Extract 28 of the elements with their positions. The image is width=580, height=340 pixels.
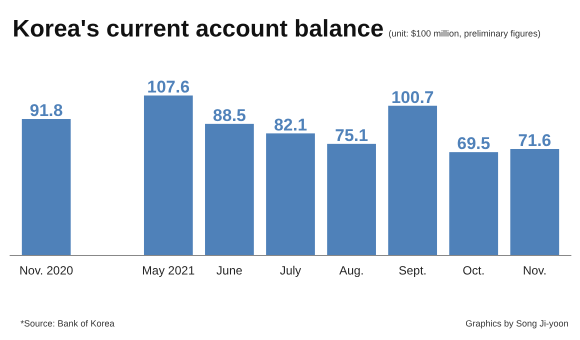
data-label: 88.5: [212, 106, 246, 125]
data-label: 107.6: [147, 78, 190, 96]
x-tick-label: June: [216, 264, 243, 278]
data-label: 91.8: [30, 100, 63, 120]
bar: [388, 106, 438, 256]
text: Graphics by Song Ji-yoon: [465, 318, 569, 328]
bar: [22, 118, 71, 256]
x-tick-label: Nov.: [522, 264, 547, 278]
bar: [510, 149, 560, 256]
x-tick-label: May 2021: [142, 264, 196, 278]
bar: [327, 144, 376, 256]
bar: [205, 124, 254, 256]
x-tick-label: Oct.: [462, 264, 485, 278]
bar: [449, 152, 498, 256]
data-label: 69.5: [457, 134, 490, 154]
data-label: 71.6: [518, 131, 552, 150]
x-tick-label: July: [280, 264, 302, 278]
chart-subtitle: (unit: $100 million, preliminary figures): [388, 28, 541, 38]
data-label: 75.1: [335, 126, 368, 145]
chart-title: Korea's current account balance: [12, 16, 384, 42]
x-tick-label: Sept.: [398, 264, 427, 278]
x-tick-label: Nov. 2020: [19, 264, 74, 278]
text: *Source: Bank of Korea: [20, 318, 115, 328]
data-label: 100.7: [391, 88, 434, 107]
data-label: 82.1: [274, 115, 308, 134]
bar: [266, 133, 315, 256]
x-tick-label: Aug.: [339, 264, 364, 278]
bar: [144, 96, 193, 256]
